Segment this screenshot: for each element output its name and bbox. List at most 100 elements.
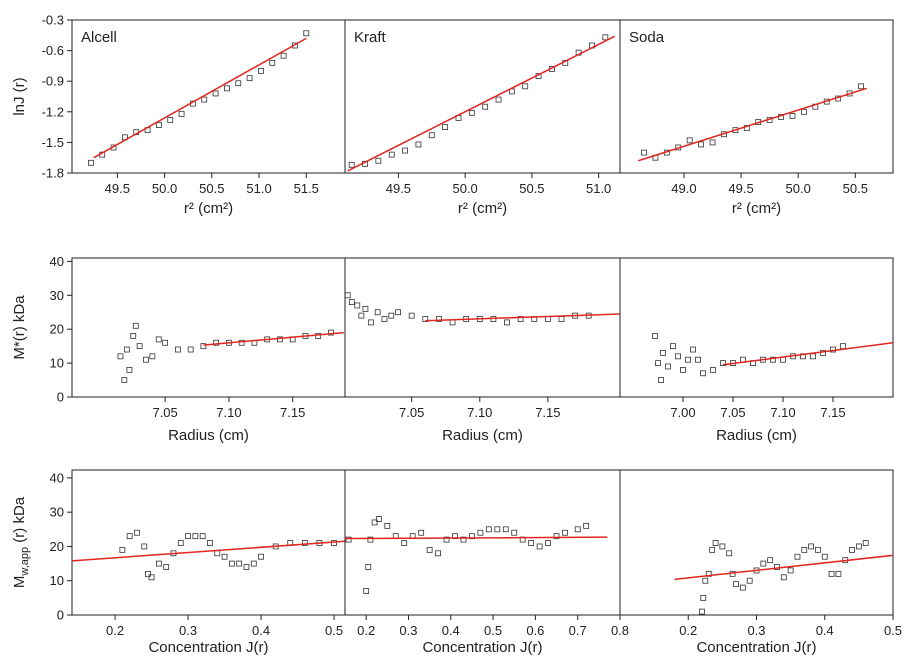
data-point (652, 333, 658, 339)
data-point (201, 96, 208, 103)
data-point (371, 519, 378, 526)
data-point (192, 533, 199, 540)
data-point (558, 316, 565, 322)
data-point (384, 522, 391, 529)
data-point (145, 570, 151, 577)
data-point (702, 577, 709, 584)
data-point (178, 110, 185, 117)
data-point (87, 159, 94, 166)
data-point (395, 309, 401, 316)
data-point (787, 567, 794, 574)
fit-line (425, 313, 621, 322)
data-point (504, 319, 510, 326)
data-point (149, 353, 156, 360)
data-point (670, 343, 676, 350)
data-point (709, 546, 716, 553)
data-point (794, 553, 801, 560)
data-point (187, 346, 194, 353)
data-point (840, 343, 846, 350)
y-tick-label: 20 (50, 322, 64, 337)
x-tick-label: 0.7 (569, 623, 587, 638)
data-point (502, 526, 509, 533)
x-tick-label: 51.5 (294, 181, 319, 196)
data-point (719, 543, 726, 550)
data-point (477, 529, 484, 536)
data-point (238, 339, 245, 346)
data-point (344, 292, 351, 299)
x-tick-label: 0.5 (325, 623, 343, 638)
data-point (482, 103, 489, 110)
data-point (132, 322, 139, 329)
data-point (835, 570, 842, 577)
data-point (468, 109, 475, 116)
data-point (536, 543, 543, 550)
x-tick-label: 0.4 (252, 623, 270, 638)
data-point (207, 540, 213, 546)
data-point (789, 112, 796, 119)
fit-line (344, 536, 608, 540)
y-tick-label: -0.3 (42, 13, 64, 28)
data-point (126, 366, 133, 373)
data-point (130, 333, 137, 339)
data-point (375, 516, 382, 522)
data-point (415, 141, 422, 148)
data-point (517, 316, 524, 322)
data-point (212, 90, 219, 97)
data-point (695, 356, 701, 363)
x-tick-label: 0.6 (526, 623, 544, 638)
data-point (675, 353, 681, 360)
data-point (821, 553, 828, 560)
x-tick-label: 7.15 (820, 405, 845, 420)
x-axis-label: Radius (cm) (168, 427, 249, 444)
data-point (583, 522, 590, 529)
data-point (136, 343, 143, 350)
x-tick-label: 49.0 (671, 181, 696, 196)
fit-line (674, 554, 894, 581)
data-point (435, 550, 441, 557)
data-point (774, 564, 780, 570)
data-point (655, 360, 661, 366)
fit-line (203, 331, 344, 346)
data-point (522, 83, 529, 90)
data-point (280, 52, 287, 59)
data-point (686, 137, 693, 144)
data-point (388, 151, 395, 158)
data-point (134, 529, 140, 536)
data-point (700, 594, 707, 601)
x-tick-label: 0.4 (442, 623, 460, 638)
data-point (156, 122, 162, 128)
data-point (767, 557, 774, 564)
y-axis-label-part: M (11, 576, 28, 589)
data-point (167, 117, 174, 123)
x-tick-label: 7.00 (670, 405, 695, 420)
data-point (126, 533, 133, 540)
data-point (401, 540, 408, 546)
data-point (363, 588, 370, 594)
x-tick-label: 51.0 (586, 181, 611, 196)
fit-line (722, 342, 894, 366)
data-point (374, 309, 381, 316)
panel-frame (71, 257, 346, 398)
x-tick-label: 50.5 (519, 181, 544, 196)
data-point (269, 59, 276, 66)
x-tick-label: 49.5 (386, 181, 411, 196)
data-point (685, 356, 691, 363)
fit-line (638, 87, 867, 162)
y-axis-label-part: (r) kDa (11, 496, 28, 547)
data-point (553, 533, 560, 540)
x-tick-label: 7.05 (399, 405, 424, 420)
x-tick-label: 7.05 (152, 405, 177, 420)
data-point (849, 546, 855, 553)
data-point (862, 540, 869, 546)
panel-frame (71, 469, 346, 616)
data-point (348, 161, 355, 168)
data-point (250, 560, 257, 567)
y-tick-label: -0.9 (42, 74, 64, 89)
data-point (485, 526, 492, 533)
y-tick-label: 0 (57, 390, 64, 405)
x-axis-label: Radius (cm) (442, 427, 523, 444)
data-point (801, 108, 807, 115)
y-tick-label: 10 (50, 356, 64, 371)
data-point (365, 564, 372, 570)
panel-title: Alcell (81, 29, 117, 46)
